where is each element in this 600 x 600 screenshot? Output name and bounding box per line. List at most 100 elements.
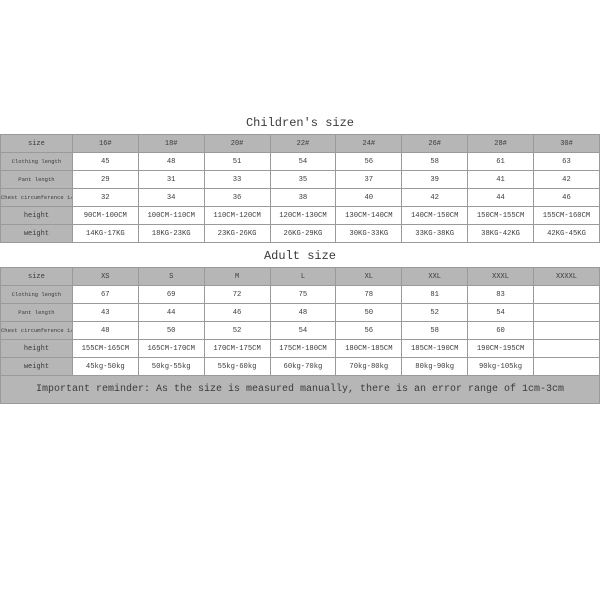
cell: 54 [270,153,336,171]
cell: 29 [72,171,138,189]
adult-table: size XS S M L XL XXL XXXL XXXXL Clothing… [0,267,600,376]
table-row: Pant length 43 44 46 48 50 52 54 [1,304,600,322]
cell: 52 [402,304,468,322]
cell: 50 [336,304,402,322]
cell: 55kg-60kg [204,358,270,376]
cell [534,340,600,358]
cell: 37 [336,171,402,189]
cell: XXXXL [534,268,600,286]
row-label: Chest circumference 1/2 [1,189,73,207]
row-label: Pant length [1,304,73,322]
cell: 18KG-23KG [138,225,204,243]
cell: 48 [72,322,138,340]
cell: 155CM-160CM [534,207,600,225]
cell: XXXL [468,268,534,286]
cell: 48 [138,153,204,171]
cell: 54 [270,322,336,340]
cell: 63 [534,153,600,171]
cell: 140CM-150CM [402,207,468,225]
row-label: Pant length [1,171,73,189]
cell: 61 [468,153,534,171]
cell: 14KG-17KG [72,225,138,243]
cell: 150CM-155CM [468,207,534,225]
cell: 20# [204,135,270,153]
adult-title: Adult size [0,243,600,267]
cell: 190CM-195CM [468,340,534,358]
cell: 31 [138,171,204,189]
cell: 60kg-70kg [270,358,336,376]
cell: 69 [138,286,204,304]
cell: 185CM-190CM [402,340,468,358]
cell: 180CM-185CM [336,340,402,358]
cell: 44 [138,304,204,322]
row-label: Clothing length [1,153,73,171]
cell: 39 [402,171,468,189]
cell: 80kg-90kg [402,358,468,376]
cell: 44 [468,189,534,207]
cell: 81 [402,286,468,304]
cell: 165CM-170CM [138,340,204,358]
cell: 42KG-45KG [534,225,600,243]
table-row: Pant length 29 31 33 35 37 39 41 42 [1,171,600,189]
cell: 45kg-50kg [72,358,138,376]
cell [534,286,600,304]
cell: 24# [336,135,402,153]
cell: 56 [336,322,402,340]
cell: 18# [138,135,204,153]
cell: 50kg-55kg [138,358,204,376]
cell: 22# [270,135,336,153]
cell: 48 [270,304,336,322]
table-row: size XS S M L XL XXL XXXL XXXXL [1,268,600,286]
cell: 32 [72,189,138,207]
cell: 70kg-80kg [336,358,402,376]
cell: 170CM-175CM [204,340,270,358]
cell: 100CM-110CM [138,207,204,225]
cell: 34 [138,189,204,207]
cell: 45 [72,153,138,171]
table-row: weight 45kg-50kg 50kg-55kg 55kg-60kg 60k… [1,358,600,376]
cell: 60 [468,322,534,340]
cell: 16# [72,135,138,153]
cell: 130CM-140CM [336,207,402,225]
cell: S [138,268,204,286]
table-row: weight 14KG-17KG 18KG-23KG 23KG-26KG 26K… [1,225,600,243]
cell: 50 [138,322,204,340]
cell: 42 [534,171,600,189]
cell: 58 [402,322,468,340]
cell: 33 [204,171,270,189]
cell: 38 [270,189,336,207]
row-label: weight [1,225,73,243]
cell [534,304,600,322]
note-text: Important reminder: As the size is measu… [0,376,600,404]
cell [534,322,600,340]
cell: 42 [402,189,468,207]
cell: 56 [336,153,402,171]
cell: 33KG-38KG [402,225,468,243]
cell: 67 [72,286,138,304]
cell: 72 [204,286,270,304]
cell: 78 [336,286,402,304]
cell: 46 [534,189,600,207]
cell: 75 [270,286,336,304]
cell: 110CM-120CM [204,207,270,225]
row-label: size [1,268,73,286]
table-row: Chest circumference 1/2 32 34 36 38 40 4… [1,189,600,207]
cell: M [204,268,270,286]
row-label: Clothing length [1,286,73,304]
table-row: Chest circumference 1/2 48 50 52 54 56 5… [1,322,600,340]
cell: 83 [468,286,534,304]
cell: 43 [72,304,138,322]
cell: 120CM-130CM [270,207,336,225]
row-label: height [1,207,73,225]
table-row: size 16# 18# 20# 22# 24# 26# 28# 30# [1,135,600,153]
cell: 40 [336,189,402,207]
row-label: height [1,340,73,358]
cell: 46 [204,304,270,322]
cell: 30# [534,135,600,153]
cell: 30KG-33KG [336,225,402,243]
cell: 41 [468,171,534,189]
cell: XS [72,268,138,286]
cell: 52 [204,322,270,340]
cell: 90CM-100CM [72,207,138,225]
table-row: height 90CM-100CM 100CM-110CM 110CM-120C… [1,207,600,225]
